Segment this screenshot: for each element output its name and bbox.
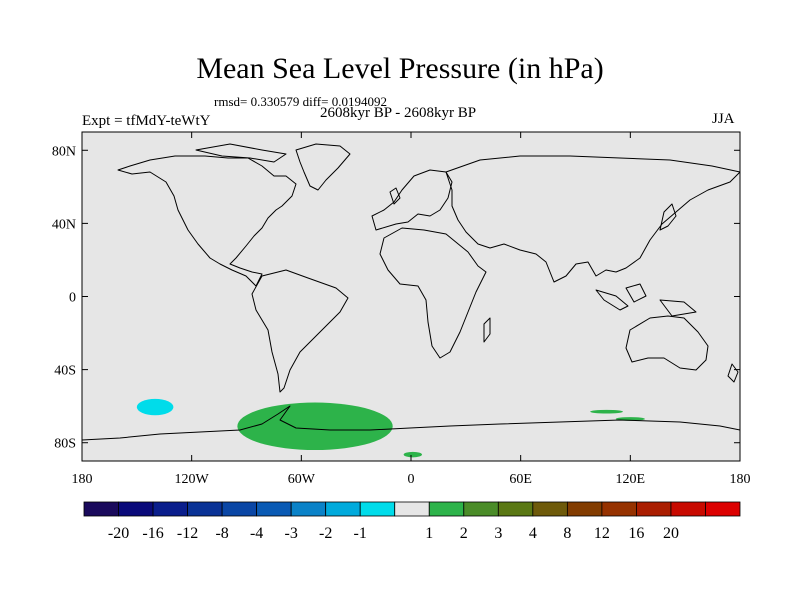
colorbar-label: -4: [250, 525, 263, 542]
season-label: JJA: [712, 111, 735, 127]
coast-asia: [445, 155, 741, 283]
colorbar-swatch: [394, 501, 430, 517]
colorbar-swatch: [359, 501, 396, 517]
experiment-label: Expt = tfMdY-teWtY: [82, 113, 211, 129]
anomaly-region-positive: [403, 451, 422, 458]
x-tick-label: 120W: [175, 472, 210, 487]
coast-africa: [379, 227, 487, 359]
colorbar-swatch: [325, 501, 361, 517]
y-tick-label: 40S: [54, 364, 76, 379]
colorbar-swatch: [497, 501, 534, 517]
x-tick-label: 0: [408, 472, 415, 487]
colorbar-swatch: [670, 501, 706, 517]
map-title: Mean Sea Level Pressure (in hPa): [196, 52, 604, 85]
y-tick-label: 80N: [52, 144, 76, 159]
map-background: [82, 132, 740, 461]
coast-south-america: [251, 269, 349, 393]
x-tick-label: 60W: [288, 472, 316, 487]
colorbar-label: -3: [284, 525, 297, 542]
colorbar-label: 12: [594, 525, 610, 542]
axis-ticks: 180 120W 60W 0 60E 120E 180 80N 40N 0 40S 80S: [52, 132, 751, 487]
colorbar-swatch: [601, 501, 637, 517]
colorbar-swatch: [152, 501, 188, 517]
colorbar-swatch: [187, 501, 223, 517]
coast-borneo: [625, 283, 647, 303]
colorbar-label: 20: [663, 525, 679, 542]
coast-new-guinea: [659, 299, 697, 317]
colorbar-swatch: [463, 501, 499, 517]
colorbar-swatch: [566, 501, 603, 517]
colorbar-label: -12: [177, 525, 198, 542]
x-tick-label: 180: [730, 472, 751, 487]
colorbar-label: 3: [494, 525, 502, 542]
x-tick-label: 120E: [616, 472, 646, 487]
colorbar-label: 16: [628, 525, 644, 542]
anomaly-region-positive: [237, 402, 393, 451]
colorbar-label: 8: [563, 525, 571, 542]
y-tick-label: 0: [69, 291, 76, 306]
colorbar-swatch: [118, 501, 154, 517]
rmsd-diff-stats: rmsd= 0.330579 diff= 0.0194092: [214, 94, 387, 109]
coast-greenland: [295, 143, 351, 191]
colorbar-swatch: [532, 501, 568, 517]
colorbar: -20 -16 -12 -8 -4 -3 -2 -1 1 2 3 4 8 12 16 20: [83, 501, 741, 542]
colorbar-swatch: [428, 501, 465, 517]
colorbar-swatch: [83, 501, 119, 517]
colorbar-swatch: [290, 501, 327, 517]
coast-uk: [389, 187, 401, 205]
colorbar-label: -2: [319, 525, 332, 542]
colorbar-swatch: [705, 501, 741, 517]
colorbar-label: 4: [529, 525, 537, 542]
coast-arctic-islands: [195, 143, 287, 163]
coast-indonesia: [595, 289, 629, 311]
y-tick-label: 80S: [54, 437, 76, 452]
coast-japan: [659, 203, 677, 231]
colorbar-label: -16: [142, 525, 163, 542]
y-tick-label: 40N: [52, 217, 76, 232]
colorbar-swatch: [256, 501, 292, 517]
anomaly-layer: [136, 398, 645, 458]
colorbar-label: -20: [108, 525, 129, 542]
colorbar-label: -1: [354, 525, 367, 542]
coastlines: [81, 143, 741, 441]
anomaly-region-positive: [590, 409, 624, 414]
coast-australia: [625, 315, 709, 371]
colorbar-label: 2: [460, 525, 468, 542]
x-tick-label: 180: [72, 472, 93, 487]
period-label: 2608kyr BP - 2608kyr BP: [320, 105, 477, 121]
coast-madagascar: [483, 317, 491, 343]
coast-antarctica: [81, 405, 741, 441]
colorbar-label: 1: [425, 525, 433, 542]
coast-europe: [371, 169, 453, 231]
colorbar-swatch: [221, 501, 258, 517]
colorbar-swatch: [636, 501, 672, 517]
anomaly-region-negative: [136, 398, 174, 416]
x-tick-label: 60E: [509, 472, 532, 487]
colorbar-label: -8: [215, 525, 228, 542]
